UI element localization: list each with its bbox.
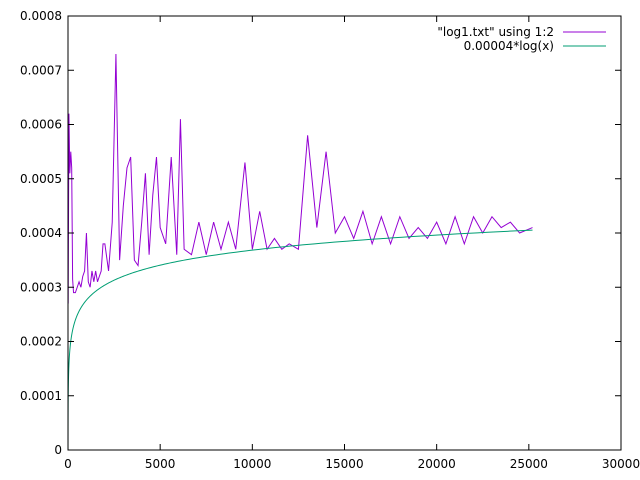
y-tick-label: 0.0005 xyxy=(20,172,62,186)
x-tick-label: 30000 xyxy=(602,457,640,471)
y-tick-label: 0.0004 xyxy=(20,226,62,240)
x-tick-label: 5000 xyxy=(145,457,176,471)
y-tick-label: 0.0001 xyxy=(20,389,62,403)
legend-label: "log1.txt" using 1:2 xyxy=(437,25,554,39)
legend: "log1.txt" using 1:20.00004*log(x) xyxy=(437,25,606,53)
x-tick-label: 0 xyxy=(64,457,72,471)
y-tick-label: 0.0007 xyxy=(20,63,62,77)
x-tick-label: 10000 xyxy=(233,457,271,471)
x-tick-label: 25000 xyxy=(510,457,548,471)
x-tick-label: 15000 xyxy=(325,457,363,471)
x-tick-label: 20000 xyxy=(418,457,456,471)
y-tick-label: 0.0006 xyxy=(20,118,62,132)
y-tick-label: 0.0008 xyxy=(20,9,62,23)
y-tick-label: 0 xyxy=(54,443,62,457)
series-line-log1 xyxy=(67,53,533,304)
y-tick-label: 0.0002 xyxy=(20,335,62,349)
y-tick-label: 0.0003 xyxy=(20,280,62,294)
legend-label: 0.00004*log(x) xyxy=(464,39,554,53)
ticks-layer: 0 5000 10000 15000 20000 25000 30000 0 0.0001 0.0… xyxy=(20,9,640,471)
